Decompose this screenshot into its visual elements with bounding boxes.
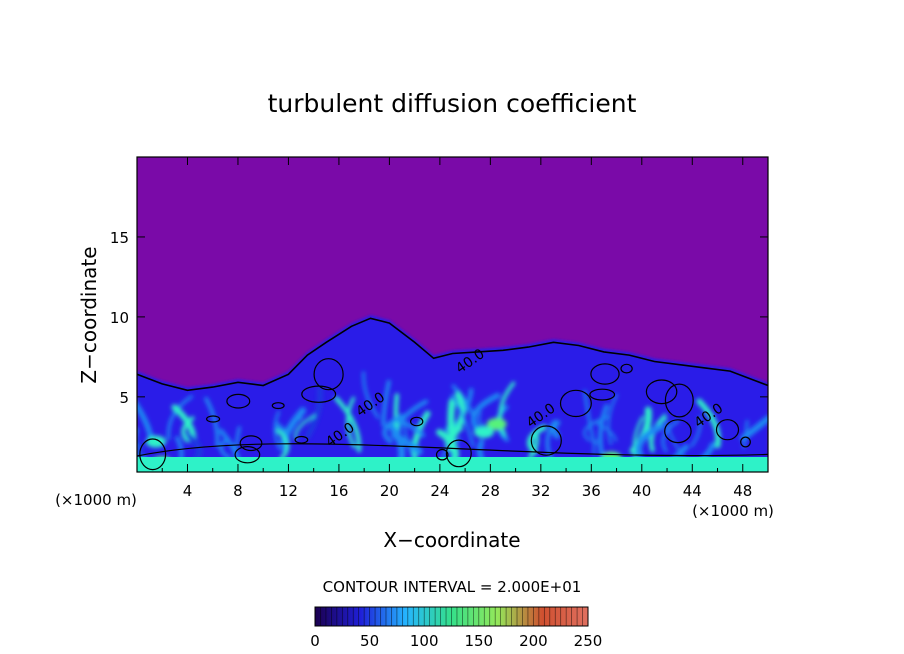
eddy-streak (362, 371, 380, 419)
eddy-streak (294, 414, 316, 441)
x-tick-label: 28 (481, 482, 500, 500)
colorbar-tick-label: 100 (410, 632, 439, 650)
x-tick-label: 44 (683, 482, 702, 500)
colorbar-tick-label: 50 (360, 632, 379, 650)
eddy-streak (594, 421, 617, 442)
colorbar-ticks: 0 50 100 150 200 250 (310, 632, 602, 650)
contour-loop (294, 435, 309, 444)
eddy-streak (527, 433, 539, 460)
contour-loop (234, 446, 261, 464)
eddy-streak (740, 415, 768, 442)
contour-loop (239, 435, 263, 452)
colorbar-frame (314, 606, 589, 627)
contour-loop (589, 388, 616, 401)
eddy-streak (395, 417, 426, 438)
colorbar-tick-label: 250 (574, 632, 603, 650)
contour-loop (445, 439, 472, 468)
colorbar-tick-label: 150 (464, 632, 493, 650)
contour-loop (664, 383, 694, 418)
x-tick-label: 4 (183, 482, 193, 500)
x-tick-label: 12 (279, 482, 298, 500)
contour-interval: CONTOUR INTERVAL = 2.000E+01 (323, 578, 582, 596)
x-tick-label: 36 (582, 482, 601, 500)
turbulent-eddies (137, 371, 768, 472)
eddy-streak (181, 416, 195, 443)
eddy-core (474, 426, 495, 439)
x-tick-label: 16 (329, 482, 348, 500)
contour-loop (271, 402, 285, 410)
chart-title: turbulent diffusion coefficient (268, 89, 637, 118)
eddy-streak (449, 387, 474, 432)
eddy-streak (305, 386, 323, 439)
plot-area: 40.040.040.040.0 40.0 (136, 156, 769, 473)
x-axis-label: X−coordinate (383, 528, 520, 552)
y-tick-label: 5 (119, 389, 129, 407)
contour-loop (313, 358, 344, 391)
eddy-streak (273, 410, 282, 451)
x-unit-right: (×1000 m) (692, 502, 774, 520)
contour-loop (530, 425, 562, 456)
eddy-streak (607, 393, 618, 446)
eddy-streak (381, 379, 391, 427)
eddy-streak (583, 389, 596, 445)
eddy-streak (498, 381, 516, 437)
contour-loop (740, 436, 751, 448)
eddy-streak (635, 422, 665, 459)
x-tick-label: 8 (233, 482, 243, 500)
eddy-streak (661, 419, 680, 453)
contour-loop (301, 385, 337, 403)
eddy-streak (390, 431, 423, 455)
eddy-streak (334, 396, 362, 453)
colorbar: 0 50 100 150 200 250 (310, 606, 602, 650)
x-tick-label: 40 (632, 482, 651, 500)
x-tick-label: 32 (531, 482, 550, 500)
y-tick-label: 10 (110, 309, 129, 327)
x-tick-label: 24 (430, 482, 449, 500)
eddy-streak (167, 395, 194, 441)
contour-loop (435, 448, 449, 461)
contour-loop (620, 363, 633, 374)
colorbar-tick-label: 200 (519, 632, 548, 650)
x-tick-label: 20 (380, 482, 399, 500)
eddy-streak (470, 392, 501, 433)
y-axis: 5 10 15 (110, 229, 768, 407)
y-tick-label: 15 (110, 229, 129, 247)
contour-lines (137, 358, 768, 471)
eddy-streak (450, 394, 475, 448)
x-unit-left: (×1000 m) (55, 491, 137, 509)
contour-loop (139, 438, 167, 471)
colorbar-stripes (320, 607, 583, 626)
plot-frame (136, 156, 769, 473)
contour-loop (645, 379, 678, 405)
eddy-streak (690, 415, 702, 448)
eddy-streak (219, 439, 232, 460)
contour-line (137, 443, 768, 457)
eddy-core (486, 418, 507, 431)
x-tick-label: 48 (733, 482, 752, 500)
eddy-streak (598, 404, 609, 460)
contour-loop (206, 415, 221, 423)
contour-loop (559, 389, 592, 418)
x-axis: 4 8 12 16 20 24 28 32 36 40 44 48 (161, 157, 752, 500)
contour-loop (226, 393, 251, 409)
eddy-streak (345, 396, 356, 449)
eddy-streak (592, 439, 598, 456)
contour-loop (590, 363, 620, 385)
contour-loop (715, 419, 740, 441)
contour-loop (410, 416, 424, 427)
eddy-streak (137, 401, 154, 439)
eddy-streak (550, 419, 561, 439)
eddy-streak (696, 398, 721, 449)
contour-loop (664, 419, 692, 444)
colorbar-tick-label: 0 (310, 632, 320, 650)
y-axis-label: Z−coordinate (77, 246, 101, 383)
eddy-streak (583, 415, 610, 442)
contour-line (137, 317, 768, 392)
